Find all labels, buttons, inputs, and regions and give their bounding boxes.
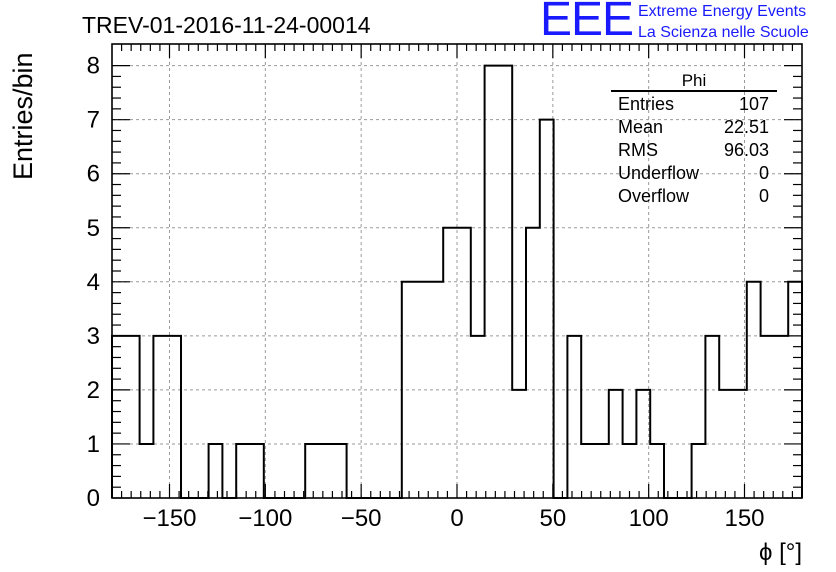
x-axis-label: ϕ [°] bbox=[759, 539, 802, 566]
histogram-outline bbox=[111, 64, 803, 499]
x-tick-label: 50 bbox=[539, 505, 566, 532]
axis-ticks bbox=[112, 44, 802, 499]
x-tick-label: −50 bbox=[341, 505, 382, 532]
y-tick-label: 1 bbox=[87, 431, 100, 458]
y-tick-label: 2 bbox=[87, 377, 100, 404]
x-tick-label: 100 bbox=[629, 505, 669, 532]
x-tick-label: 0 bbox=[450, 505, 463, 532]
grid-lines bbox=[112, 44, 802, 499]
stats-label-entries: Entries bbox=[618, 94, 674, 114]
stats-value-rms: 96.03 bbox=[724, 140, 769, 160]
y-tick-label: 4 bbox=[87, 269, 100, 296]
stats-label-overflow: Overflow bbox=[618, 186, 690, 206]
stats-title: Phi bbox=[682, 71, 707, 90]
y-tick-label: 8 bbox=[87, 53, 100, 80]
x-tick-labels: −150 −100 −50 0 50 100 150 bbox=[142, 505, 764, 532]
stats-label-rms: RMS bbox=[618, 140, 658, 160]
stats-value-underflow: 0 bbox=[759, 163, 769, 183]
y-tick-label: 7 bbox=[87, 107, 100, 134]
stats-label-underflow: Underflow bbox=[618, 163, 700, 183]
x-tick-label: 150 bbox=[724, 505, 764, 532]
stats-box: Phi Entries 107 Mean 22.51 RMS 96.03 Und… bbox=[611, 71, 777, 206]
stats-value-overflow: 0 bbox=[759, 186, 769, 206]
y-tick-label: 6 bbox=[87, 161, 100, 188]
logo-line-1: Extreme Energy Events bbox=[638, 3, 807, 20]
stats-label-mean: Mean bbox=[618, 117, 663, 137]
y-tick-label: 3 bbox=[87, 323, 100, 350]
y-tick-label: 5 bbox=[87, 215, 100, 242]
x-tick-label: −150 bbox=[142, 505, 196, 532]
chart-title: TREV-01-2016-11-24-00014 bbox=[82, 12, 371, 38]
y-tick-labels: 0 1 2 3 4 5 6 7 8 bbox=[87, 53, 100, 512]
y-axis-label: Entries/bin bbox=[8, 52, 38, 180]
x-tick-label: −100 bbox=[238, 505, 292, 532]
y-tick-label: 0 bbox=[87, 485, 100, 512]
stats-value-mean: 22.51 bbox=[724, 117, 769, 137]
stats-value-entries: 107 bbox=[739, 94, 769, 114]
eee-logo: EEE bbox=[540, 0, 634, 46]
logo-line-2: La Scienza nelle Scuole bbox=[638, 24, 809, 41]
